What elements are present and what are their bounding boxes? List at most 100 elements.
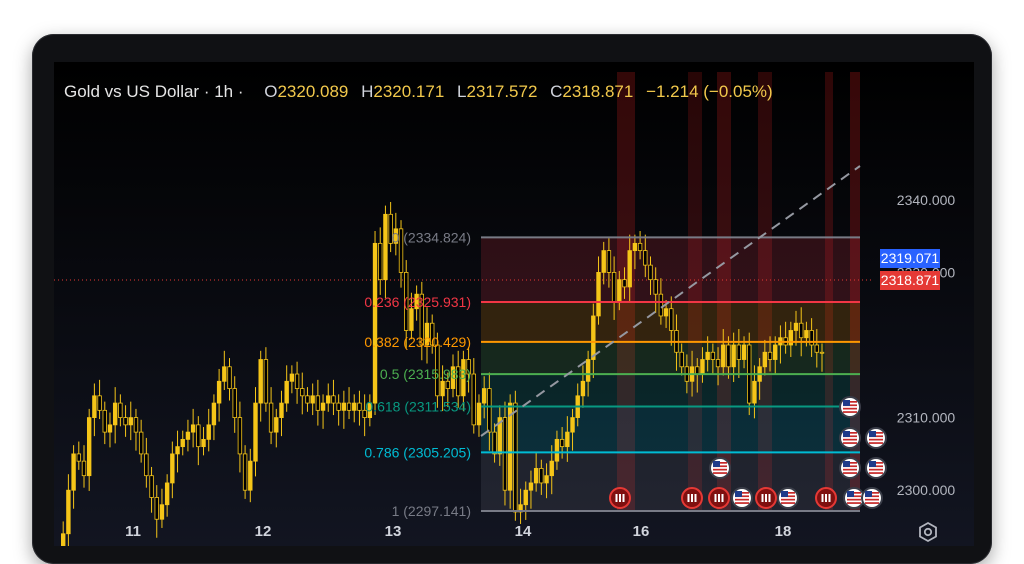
event-bar bbox=[765, 494, 767, 502]
candle-body bbox=[102, 409, 107, 433]
last-price-tag: 2318.871 bbox=[880, 271, 940, 290]
candle-body bbox=[383, 213, 388, 281]
high-value: 2320.171 bbox=[373, 82, 445, 101]
candle-body bbox=[237, 417, 243, 455]
event-bar bbox=[619, 494, 621, 502]
fib-level-label: 0.618 (2311.534) bbox=[365, 398, 471, 414]
candle-body bbox=[268, 402, 274, 433]
event-highlight bbox=[825, 72, 833, 512]
candle-body bbox=[627, 250, 632, 288]
flag-canton bbox=[713, 461, 720, 467]
us-flag-icon bbox=[709, 457, 731, 479]
candle-body bbox=[658, 293, 664, 317]
us-flag-icon bbox=[839, 427, 861, 449]
candle-body bbox=[471, 373, 476, 426]
candle-body bbox=[549, 460, 554, 477]
flag-stripe bbox=[713, 468, 727, 471]
flag-stripe bbox=[843, 407, 857, 410]
candle-body bbox=[289, 373, 295, 382]
candle-body bbox=[279, 402, 284, 418]
candle-body bbox=[253, 402, 258, 462]
candle-body bbox=[66, 489, 71, 535]
settings-icon[interactable] bbox=[917, 521, 939, 543]
symbol-title[interactable]: Gold vs US Dollar · 1h · bbox=[64, 82, 244, 101]
candle-body bbox=[393, 228, 399, 244]
fib-labels: 0 (2334.824) 0.236 (2325.931) 0.382 (2320.… bbox=[364, 229, 471, 519]
close-value: 2318.871 bbox=[562, 82, 634, 101]
candle-body bbox=[507, 402, 513, 491]
event-highlight bbox=[688, 72, 702, 512]
candle-body bbox=[81, 460, 87, 477]
candle-body bbox=[71, 453, 76, 491]
candle-body bbox=[164, 482, 170, 506]
candle-body bbox=[622, 279, 627, 288]
candle-body bbox=[445, 380, 450, 389]
event-bar bbox=[761, 494, 764, 502]
candle-body bbox=[643, 250, 648, 266]
candle-body bbox=[107, 424, 113, 433]
event-icon bbox=[681, 487, 703, 509]
candle-body bbox=[726, 344, 731, 368]
flag-stripe bbox=[869, 472, 883, 474]
flag-canton bbox=[869, 431, 876, 437]
candle-body bbox=[721, 344, 726, 368]
flag-stripe bbox=[735, 502, 749, 504]
event-icon bbox=[609, 487, 631, 509]
fib-trend-line[interactable] bbox=[480, 165, 861, 437]
candle-body bbox=[315, 395, 321, 411]
candle-body bbox=[159, 504, 165, 520]
fib-level-label: 0.236 (2325.931) bbox=[364, 294, 471, 310]
candle-body bbox=[300, 388, 305, 397]
fib-band bbox=[481, 374, 860, 407]
us-flag-icon bbox=[839, 396, 861, 418]
candle-body bbox=[326, 395, 331, 404]
candle-body bbox=[596, 271, 601, 317]
candle-body bbox=[814, 344, 820, 353]
candle-body bbox=[476, 402, 482, 426]
candle-body bbox=[222, 366, 227, 382]
candle-body bbox=[502, 417, 508, 491]
candle-body bbox=[305, 395, 310, 404]
event-markers[interactable] bbox=[609, 396, 887, 509]
candle-body bbox=[767, 351, 773, 360]
time-tick-label: 13 bbox=[385, 523, 402, 540]
event-bar bbox=[821, 494, 824, 502]
candle-body bbox=[741, 344, 747, 360]
fib-lines bbox=[481, 236, 860, 512]
candle-body bbox=[362, 409, 367, 418]
fib-band bbox=[481, 237, 860, 302]
candle-body bbox=[528, 482, 534, 491]
candle-body bbox=[336, 402, 341, 411]
flag-stripe bbox=[869, 438, 883, 441]
close-label: C bbox=[550, 82, 563, 101]
flag-stripe bbox=[865, 502, 879, 504]
candle-body bbox=[414, 293, 419, 310]
candle-body bbox=[695, 366, 700, 375]
candle-body bbox=[227, 366, 232, 389]
candle-body bbox=[736, 344, 742, 360]
event-bar bbox=[714, 494, 717, 502]
candle-body bbox=[570, 417, 575, 433]
candle-body bbox=[450, 366, 456, 389]
event-icon bbox=[815, 487, 837, 509]
candle-body bbox=[357, 402, 362, 411]
event-bar bbox=[718, 494, 720, 502]
candle-body bbox=[341, 402, 347, 411]
candle-body bbox=[180, 438, 185, 448]
low-label: L bbox=[457, 82, 467, 101]
flag-stripe bbox=[735, 498, 749, 501]
candle-body bbox=[274, 417, 279, 433]
candlestick-chart[interactable]: 0 (2334.824) 0.236 (2325.931) 0.382 (2320.… bbox=[54, 62, 974, 546]
flag-canton bbox=[735, 491, 742, 497]
fib-level-label: 1 (2297.141) bbox=[392, 503, 471, 519]
candle-body bbox=[461, 359, 466, 397]
candle-body bbox=[133, 417, 139, 433]
us-flag-icon bbox=[777, 487, 799, 509]
time-axis[interactable]: 11 12 13 14 16 18 bbox=[125, 523, 791, 540]
candle-body bbox=[466, 359, 471, 375]
candle-body bbox=[118, 402, 123, 418]
fib-level-label: 0.5 (2315.983) bbox=[380, 366, 471, 382]
flag-canton bbox=[843, 461, 850, 467]
us-flag-icon bbox=[861, 487, 883, 509]
candle-body bbox=[819, 351, 825, 354]
